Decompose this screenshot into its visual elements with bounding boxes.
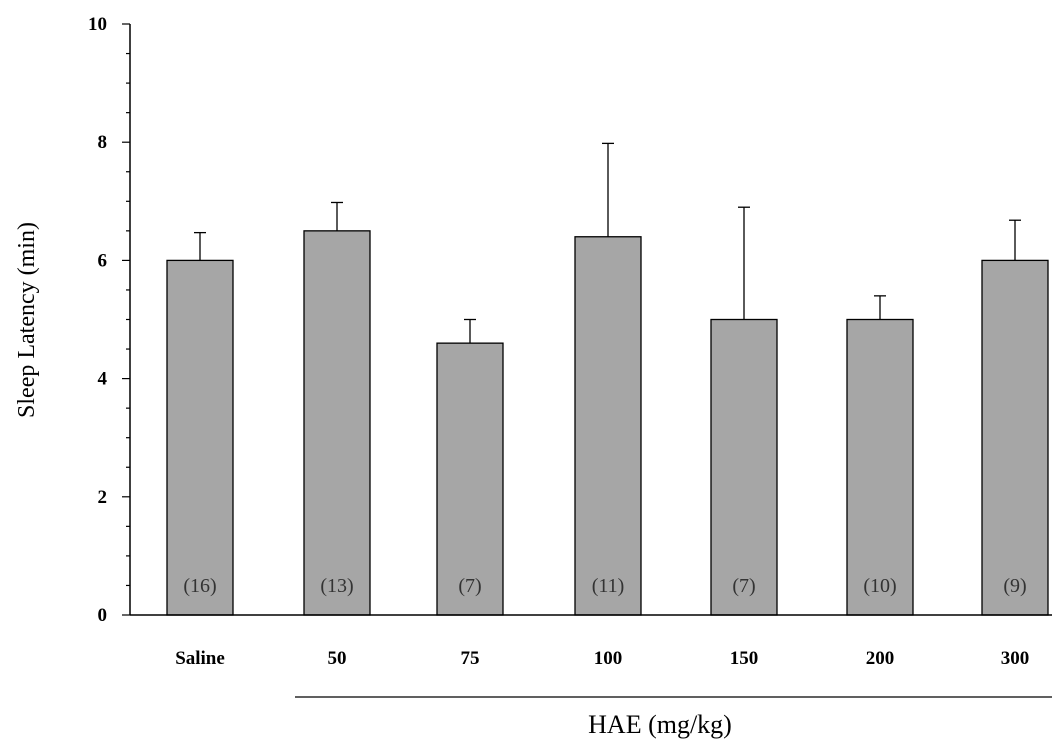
error-bars-group bbox=[194, 142, 1021, 344]
bar-75 bbox=[436, 342, 504, 616]
y-tick-label: 10 bbox=[88, 14, 107, 35]
y-tick-label: 6 bbox=[98, 250, 108, 271]
x-tick-label: 75 bbox=[461, 648, 480, 669]
sample-size-labels-group: (16) (13) (7) (11) (7) (10) (9) bbox=[183, 575, 1026, 597]
bar-150 bbox=[710, 318, 778, 616]
sample-size-label: (7) bbox=[458, 575, 481, 597]
y-ticks-group: 0 2 4 6 8 10 bbox=[88, 14, 130, 626]
sample-size-label: (9) bbox=[1003, 575, 1026, 597]
x-tick-label: 200 bbox=[866, 648, 895, 669]
x-tick-label: Saline bbox=[175, 648, 225, 669]
x-tick-label: 150 bbox=[730, 648, 759, 669]
y-tick-label: 0 bbox=[98, 605, 108, 626]
bar-saline bbox=[166, 259, 234, 616]
sample-size-label: (10) bbox=[863, 575, 896, 597]
y-tick-label: 4 bbox=[98, 369, 108, 390]
y-tick-label: 2 bbox=[98, 487, 108, 508]
bar-300 bbox=[981, 259, 1049, 616]
y-axis-title: Sleep Latency (min) bbox=[14, 222, 40, 418]
bar-50 bbox=[303, 230, 371, 616]
y-tick-label: 8 bbox=[98, 132, 108, 153]
x-axis-title: HAE (mg/kg) bbox=[588, 710, 732, 739]
sample-size-label: (16) bbox=[183, 575, 216, 597]
bars-group bbox=[166, 230, 1049, 616]
sample-size-label: (11) bbox=[592, 575, 625, 597]
x-tick-label: 50 bbox=[328, 648, 347, 669]
x-tick-label: 300 bbox=[1001, 648, 1030, 669]
bar-200 bbox=[846, 318, 914, 616]
category-labels-group: Saline 50 75 100 150 200 300 bbox=[175, 648, 1029, 669]
sample-size-label: (13) bbox=[320, 575, 353, 597]
sample-size-label: (7) bbox=[732, 575, 755, 597]
bar-100 bbox=[574, 236, 642, 616]
x-tick-label: 100 bbox=[594, 648, 623, 669]
